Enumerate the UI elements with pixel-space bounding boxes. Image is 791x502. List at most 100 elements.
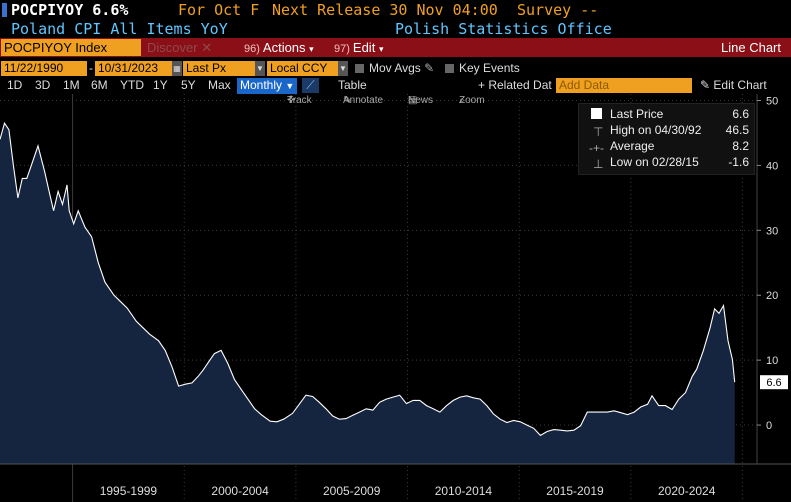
mov-avgs-label: Mov Avgs: [369, 61, 421, 75]
y-tick-label: 20: [766, 290, 778, 302]
field-select[interactable]: Last Px: [183, 61, 263, 76]
period-3d[interactable]: 3D: [35, 78, 51, 92]
actions-label: Actions: [262, 40, 306, 55]
pencil-icon: ✎: [343, 95, 352, 106]
add-data-input[interactable]: Add Data: [556, 78, 692, 93]
actions-number: 96): [244, 43, 260, 55]
key-events-toggle[interactable]: Key Events: [445, 61, 520, 76]
crosshair-icon: ✛: [287, 95, 296, 106]
last-value-box: [760, 375, 788, 390]
legend-last-price[interactable]: Last Price 6.6: [583, 106, 751, 122]
start-date-input[interactable]: 11/22/1990: [1, 61, 87, 76]
frequency-select[interactable]: Monthly ▼: [237, 78, 298, 94]
period-1d[interactable]: 1D: [7, 78, 23, 92]
edit-chart-label: Edit Chart: [713, 78, 767, 92]
legend-value: 46.5: [725, 123, 749, 137]
legend-low: ⊥ Low on 02/28/15 -1.6: [583, 154, 751, 171]
cpi-area: [0, 123, 735, 464]
release-period: For Oct F: [178, 1, 260, 19]
ticker-price: POCPIYOY 6.6%: [11, 1, 129, 19]
x-axis-ticks: 1995-1999 2000-2004 2005-2009 2010-2014 2015…: [100, 484, 716, 498]
chevron-down-icon: ▼: [285, 81, 295, 91]
legend-label: Low on 02/28/15: [610, 155, 699, 169]
cpi-line: [0, 121, 736, 437]
security-description-row: Poland CPI All Items YoY Polish Statisti…: [0, 20, 791, 38]
x-tick-label: 2015-2019: [546, 484, 604, 498]
discover-label: Discover: [147, 40, 198, 55]
security-color-marker: [2, 3, 7, 17]
security-field[interactable]: POCPIYOY Index: [1, 39, 141, 56]
chart-legend: Last Price 6.6 ⊤ High on 04/30/92 46.5 -…: [578, 103, 755, 175]
x-tick-label: 2005-2009: [323, 484, 381, 498]
checkbox-icon: [445, 64, 454, 73]
high-marker-icon: ⊤: [593, 125, 604, 139]
range-toolbar: 11/22/1990 - 10/31/2023 ▦ Last Px ▼ Loca…: [0, 60, 791, 77]
edit-chart-button[interactable]: ✎ Edit Chart: [700, 78, 767, 93]
caret-down-icon: ▾: [378, 44, 384, 54]
next-release: Next Release 30 Nov 04:00: [272, 1, 498, 19]
discover-button[interactable]: Discover ✕: [147, 39, 212, 56]
x-tick-label: 2000-2004: [211, 484, 269, 498]
period-toolbar: 1D 3D 1M 6M YTD 1Y 5Y Max Monthly ▼ ⟋ Ta…: [0, 77, 791, 94]
frequency-label: Monthly: [240, 78, 283, 92]
y-tick-label: 50: [766, 95, 778, 107]
annotate-label: Annotate: [343, 95, 384, 106]
zoom-icon: ⌕: [459, 95, 465, 106]
legend-label: Last Price: [610, 107, 664, 121]
period-1y[interactable]: 1Y: [153, 78, 168, 92]
legend-average: -+- Average 8.2: [583, 138, 751, 155]
legend-high: ⊤ High on 04/30/92 46.5: [583, 122, 751, 139]
checkbox-icon: [355, 64, 364, 73]
square-icon: [591, 108, 602, 119]
last-value-label: 6.6: [766, 377, 781, 389]
y-tick-label: 30: [766, 225, 778, 237]
edit-number: 97): [334, 43, 350, 55]
average-marker-icon: -+-: [589, 141, 604, 155]
legend-label: Average: [610, 139, 655, 153]
chart-tools: ✛ Track ✎ Annotate ▤ News ⌕ Zoom: [0, 95, 791, 108]
chevron-down-icon[interactable]: ▼: [338, 61, 348, 76]
x-tick-label: 2020-2024: [658, 484, 716, 498]
x-tick-label: 1995-1999: [100, 484, 158, 498]
legend-label: High on 04/30/92: [610, 123, 702, 137]
end-date-input[interactable]: 10/31/2023: [95, 61, 181, 76]
pencil-icon: ✎: [700, 78, 714, 92]
security-description: Poland CPI All Items YoY: [11, 20, 228, 38]
related-data-label: Related Dat: [488, 78, 552, 92]
legend-value: 8.2: [732, 139, 749, 153]
security-header: POCPIYOY 6.6% For Oct F Next Release 30 …: [0, 0, 791, 20]
close-icon: ✕: [201, 40, 213, 55]
period-ytd[interactable]: YTD: [120, 78, 144, 92]
y-tick-label: 0: [766, 420, 772, 432]
range-separator: -: [89, 61, 93, 75]
edit-menu[interactable]: 97) Edit ▾: [334, 39, 383, 56]
calendar-icon[interactable]: ▦: [172, 61, 182, 76]
chart-type-label: Line Chart: [721, 40, 781, 55]
last-value-marker: 6.6: [760, 375, 788, 390]
y-tick-label: 40: [766, 160, 778, 172]
zoom-label: Zoom: [459, 95, 485, 106]
news-icon: ▤: [408, 95, 418, 106]
track-label: Track: [287, 95, 312, 106]
x-tick-label: 2010-2014: [435, 484, 493, 498]
table-button[interactable]: Table: [338, 78, 367, 92]
period-max[interactable]: Max: [208, 78, 231, 92]
function-toolbar: POCPIYOY Index Discover ✕ 96) Actions ▾ 9…: [0, 38, 791, 57]
low-marker-icon: ⊥: [593, 157, 604, 171]
y-axis-ticks: 0 10 20 30 40 50: [757, 95, 778, 432]
currency-select[interactable]: Local CCY: [267, 61, 339, 76]
period-1m[interactable]: 1M: [63, 78, 80, 92]
mov-avgs-toggle[interactable]: Mov Avgs ✎: [355, 61, 434, 76]
legend-value: -1.6: [728, 155, 749, 169]
chevron-down-icon[interactable]: ▼: [255, 61, 265, 76]
caret-down-icon: ▾: [309, 44, 314, 54]
period-6m[interactable]: 6M: [91, 78, 108, 92]
actions-menu[interactable]: 96) Actions ▾: [244, 39, 314, 56]
legend-value: 6.6: [732, 107, 749, 121]
pencil-icon: ✎: [424, 61, 435, 75]
y-tick-label: 10: [766, 355, 778, 367]
related-data-button[interactable]: + Related Dat: [478, 78, 552, 92]
line-chart-icon[interactable]: ⟋: [302, 78, 319, 93]
data-source: Polish Statistics Office: [395, 20, 612, 38]
period-5y[interactable]: 5Y: [181, 78, 196, 92]
